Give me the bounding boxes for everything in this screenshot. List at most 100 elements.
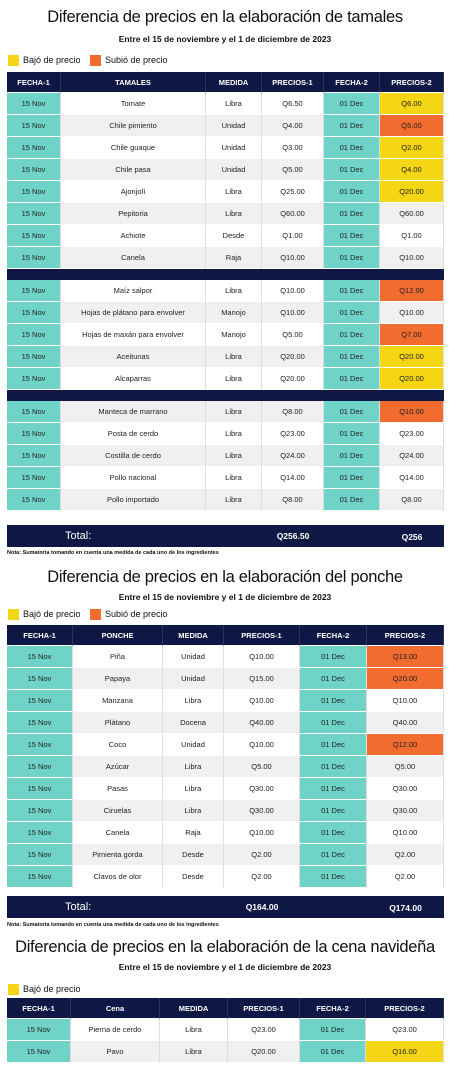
table-cell: Unidad	[163, 646, 224, 668]
table-cell: Libra	[206, 280, 262, 302]
table-cell: Q10.00	[224, 690, 300, 712]
table-cell: Q4.00	[380, 159, 444, 181]
section-title: Diferencia de precios en la elaboración …	[47, 8, 403, 26]
legend-label: Bajó de precio	[23, 984, 81, 994]
table-cell: Chile pasa	[61, 159, 206, 181]
table-cell: Azúcar	[73, 756, 163, 778]
table-cell: Q20.00	[367, 668, 444, 690]
table-cell: Q1.00	[262, 225, 324, 247]
table-cell: Libra	[206, 368, 262, 390]
table-cell: 15 Nov	[7, 690, 73, 712]
table-cell: Q6.50	[262, 93, 324, 115]
table-cell: Q2.00	[380, 137, 444, 159]
table-cell: Coco	[73, 734, 163, 756]
legend-label: Subió de precio	[105, 55, 168, 65]
table-cell: Canela	[73, 822, 163, 844]
table-cell: Q23.00	[380, 423, 444, 445]
table-cell: 01 Dec	[300, 734, 367, 756]
column-header: FECHA-1	[7, 625, 73, 646]
table-cell: 15 Nov	[7, 445, 61, 467]
table-cell: 15 Nov	[7, 137, 61, 159]
table-cell: 15 Nov	[7, 778, 73, 800]
table-cell: 15 Nov	[7, 1041, 71, 1063]
table-cell: Libra	[206, 467, 262, 489]
table-cell: Libra	[160, 1041, 228, 1063]
table-cell: Q3.00	[262, 137, 324, 159]
legend-label: Subió de precio	[105, 609, 168, 619]
table-cell: 01 Dec	[300, 646, 367, 668]
table-cell: Libra	[206, 489, 262, 511]
table-cell: Aceitunas	[61, 346, 206, 368]
table-cell: Docena	[163, 712, 224, 734]
column-header: FECHA-2	[324, 72, 380, 93]
table-cell: Q5.00	[262, 159, 324, 181]
table-cell: 15 Nov	[7, 368, 61, 390]
table-cell: 01 Dec	[300, 1041, 366, 1063]
table-cell: 15 Nov	[7, 756, 73, 778]
table-cell: 15 Nov	[7, 844, 73, 866]
table-cell: Q20.00	[380, 181, 444, 203]
total-label: Total:	[65, 530, 92, 542]
table-cell: Alcaparras	[61, 368, 206, 390]
table-cell: 01 Dec	[324, 346, 380, 368]
table-cell: Manojo	[206, 302, 262, 324]
table-cell: 01 Dec	[300, 844, 367, 866]
table-cell: 01 Dec	[324, 225, 380, 247]
table-cell: Q4.00	[262, 115, 324, 137]
column-header: FECHA-1	[7, 998, 71, 1019]
table-cell: Q10.00	[262, 280, 324, 302]
table-cell: 15 Nov	[7, 712, 73, 734]
table-cell: Unidad	[206, 159, 262, 181]
table-cell: Libra	[206, 181, 262, 203]
total-price-2: Q256	[401, 532, 423, 542]
table-cell: Q5.00	[380, 115, 444, 137]
table-cell: Papaya	[73, 668, 163, 690]
column-header: MEDIDA	[206, 72, 262, 93]
legend-label: Bajó de precio	[23, 609, 81, 619]
table-cell: Canela	[61, 247, 206, 269]
column-header: PRECIOS-1	[262, 72, 324, 93]
table-cell: 01 Dec	[324, 445, 380, 467]
table-cell: Q40.00	[367, 712, 444, 734]
table-cell: Q14.00	[380, 467, 444, 489]
table-cell: Pollo importado	[61, 489, 206, 511]
legend-item: Bajó de precio	[8, 607, 81, 621]
table-cell: Q2.00	[224, 844, 300, 866]
legend-swatch	[90, 54, 101, 66]
table-cell: 01 Dec	[324, 159, 380, 181]
table-cell: 01 Dec	[300, 800, 367, 822]
table-cell: Unidad	[206, 115, 262, 137]
table-cell: 01 Dec	[300, 756, 367, 778]
table-cell: Manojo	[206, 324, 262, 346]
table-cell: Pasas	[73, 778, 163, 800]
table-cell: Q60.00	[262, 203, 324, 225]
table-cell: 01 Dec	[324, 181, 380, 203]
table-cell: Q5.00	[262, 324, 324, 346]
column-header: MEDIDA	[163, 625, 224, 646]
table-cell: Plátano	[73, 712, 163, 734]
table-cell: Pavo	[71, 1041, 160, 1063]
table-cell: Chile pimiento	[61, 115, 206, 137]
table-cell: Q8.00	[262, 489, 324, 511]
column-header: FECHA-2	[300, 998, 366, 1019]
column-header: MEDIDA	[160, 998, 228, 1019]
table-cell: Piña	[73, 646, 163, 668]
table-cell: Q20.00	[228, 1041, 300, 1063]
table-cell: 15 Nov	[7, 401, 61, 423]
table-cell: Q7.00	[380, 324, 444, 346]
table-cell: 15 Nov	[7, 734, 73, 756]
table-cell: 15 Nov	[7, 800, 73, 822]
table-cell: 01 Dec	[300, 690, 367, 712]
section-title: Diferencia de precios en la elaboración …	[15, 938, 435, 956]
table-cell: Q20.00	[262, 368, 324, 390]
table-cell: Libra	[206, 93, 262, 115]
column-header: PRECIOS-2	[366, 998, 444, 1019]
table-cell: Pollo nacional	[61, 467, 206, 489]
total-bar: Total: Q256.50 Q256	[7, 525, 444, 547]
column-header: PRECIOS-2	[380, 72, 444, 93]
table-cell: 01 Dec	[324, 368, 380, 390]
table-cell: Ciruelas	[73, 800, 163, 822]
table-cell: Maíz salpor	[61, 280, 206, 302]
table-cell: Libra	[160, 1019, 228, 1041]
